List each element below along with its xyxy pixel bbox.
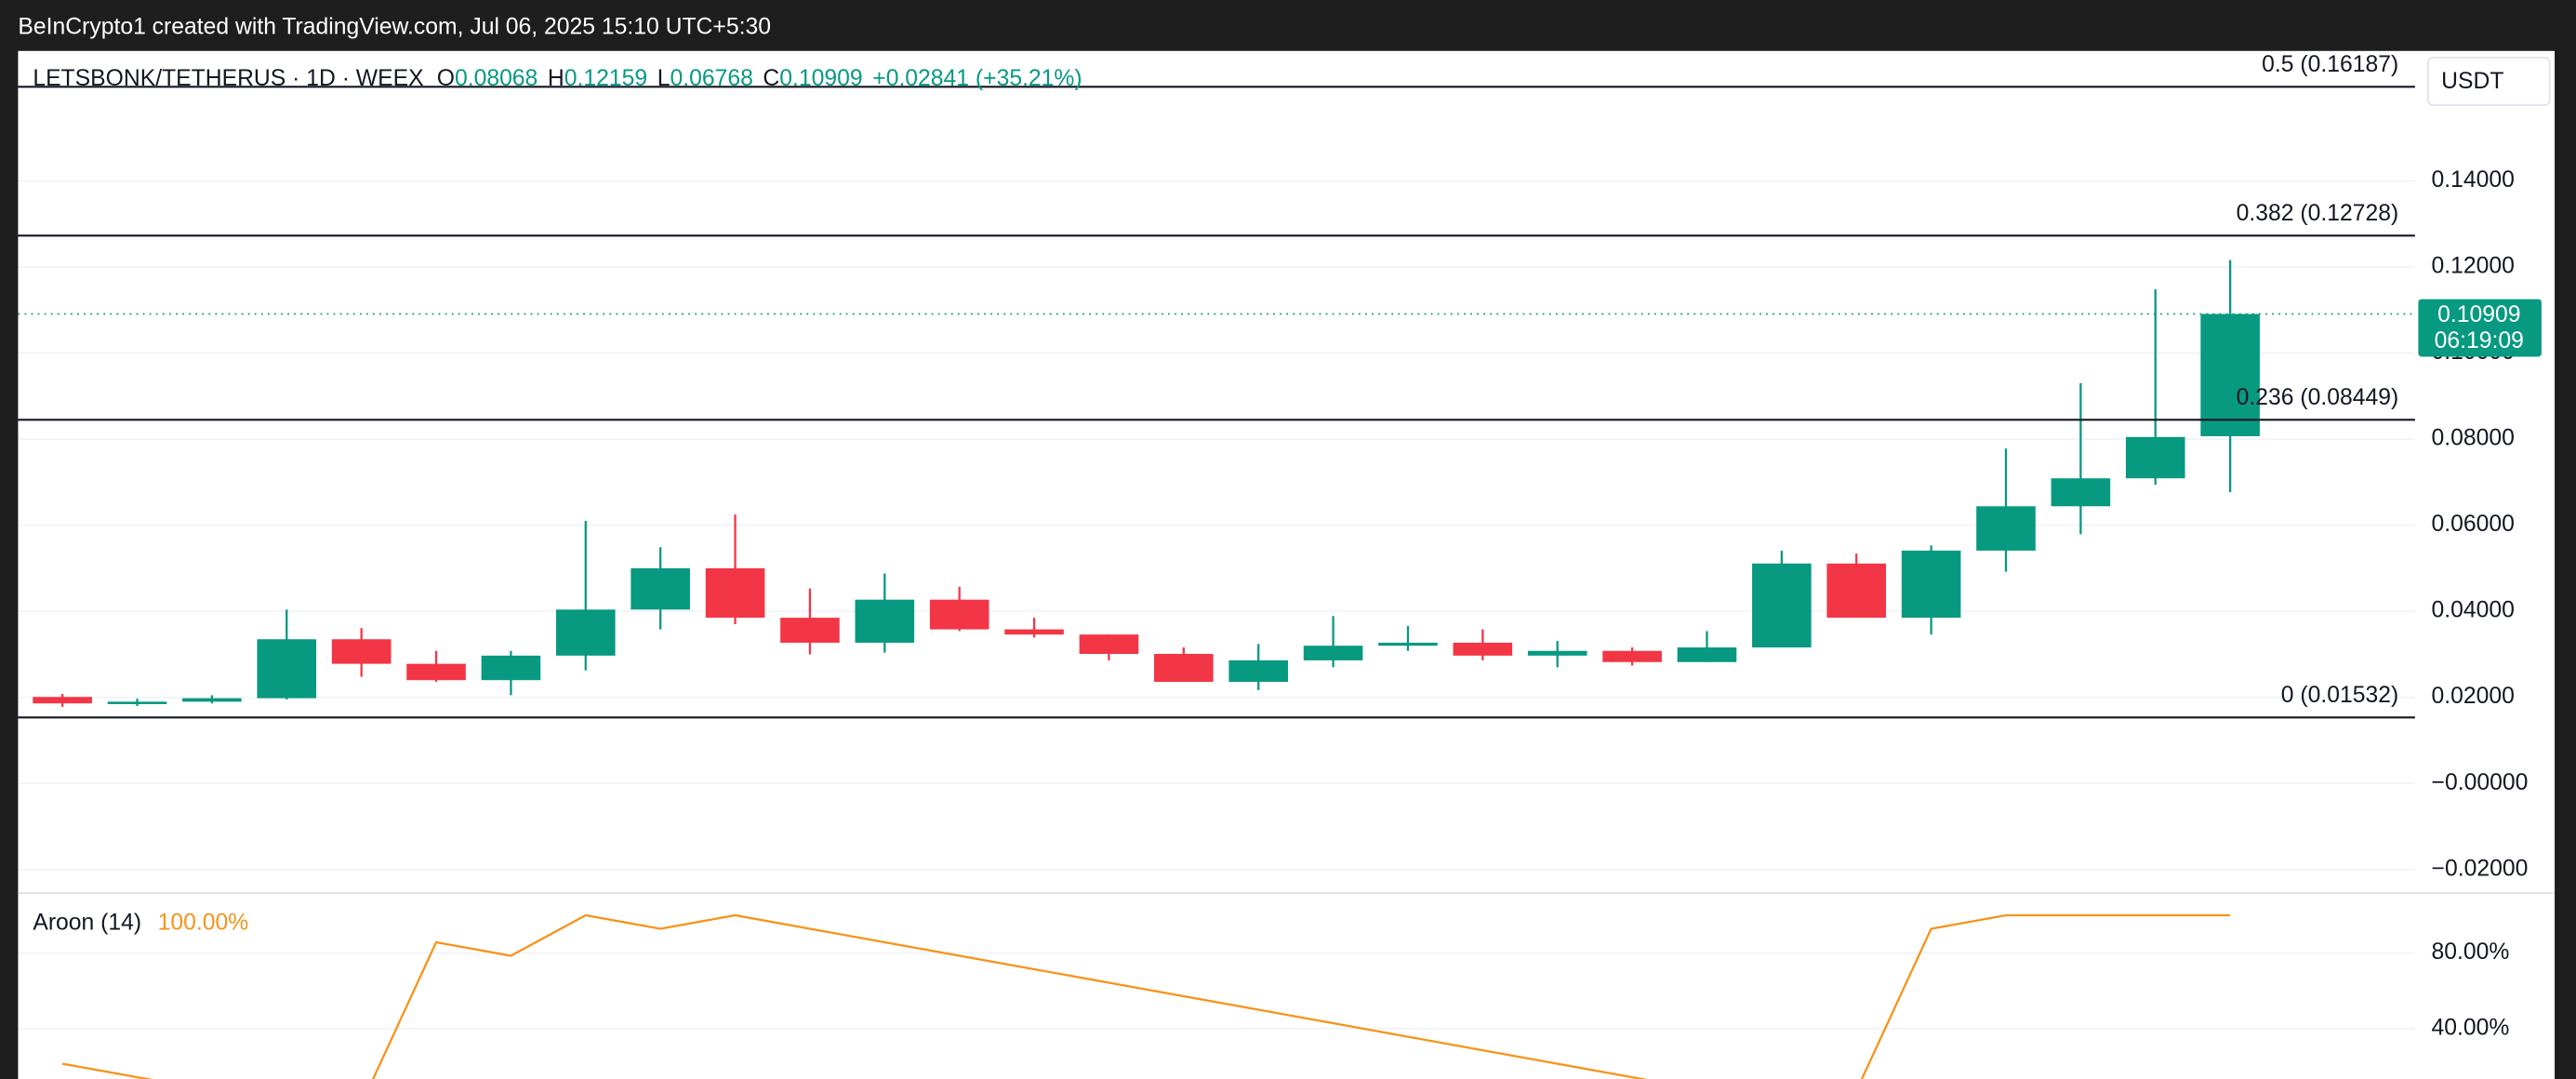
candle-body <box>481 655 541 681</box>
candle-body <box>1378 642 1438 646</box>
legend-key: O <box>437 65 455 90</box>
candle-body <box>182 698 242 702</box>
header: BeInCrypto1 created with TradingView.com… <box>18 15 771 40</box>
candle-body <box>2200 313 2260 436</box>
legend-change: +0.02841 (+35.21%) <box>872 65 1082 90</box>
price-pane <box>18 180 2415 871</box>
indicator-name: Aroon (14) <box>33 910 141 935</box>
legend: LETSBONK/TETHERUS · 1D · WEEX O0.08068 H0.… <box>33 65 1082 90</box>
overlay: 0.5 (0.16187) 0.382 (0.12728) 0.236 (0.084… <box>18 52 2551 935</box>
candle-body <box>1677 647 1737 662</box>
candle-body <box>406 663 466 681</box>
y-tick-label: 0.14000 <box>2432 167 2515 193</box>
y-tick-label: 0.04000 <box>2432 598 2515 623</box>
y-tick-label: 40.00% <box>2432 1015 2510 1040</box>
chart-area <box>18 50 2556 1079</box>
candle-body <box>705 567 765 619</box>
candle-body <box>929 599 989 630</box>
candle-body <box>33 697 92 704</box>
candle-body <box>1826 563 1887 619</box>
price-label-box <box>2418 299 2542 357</box>
candle-body <box>555 609 616 656</box>
candle-body <box>1453 642 1513 656</box>
y-tick-label: 0.06000 <box>2432 512 2515 537</box>
legend-key: H <box>548 65 564 90</box>
fib-label: 0.5 (0.16187) <box>2262 52 2398 77</box>
legend-symbol: LETSBONK/TETHERUS · 1D · WEEX <box>33 65 423 90</box>
legend-value: 0.06768 <box>670 65 752 90</box>
y-tick-label: 0.12000 <box>2432 254 2515 279</box>
fib-label: 0 (0.01532) <box>2281 683 2398 708</box>
currency-box <box>2427 56 2551 106</box>
candle-body <box>1228 659 1288 683</box>
aroon-pane <box>18 913 2415 1079</box>
y-tick-label: −0.00000 <box>2432 770 2529 795</box>
legend-value: 0.08068 <box>455 65 538 90</box>
candle-body <box>855 599 915 643</box>
candle-body <box>107 701 167 704</box>
fib-label: 0.236 (0.08449) <box>2237 385 2399 410</box>
price-label: 0.10909 <box>2437 302 2520 327</box>
candle-body <box>1901 550 1961 619</box>
candle-body <box>1752 563 1812 648</box>
countdown: 06:19:09 <box>2435 328 2524 353</box>
candle-body <box>631 567 690 610</box>
candle-body <box>331 639 392 664</box>
candle-body <box>1602 650 1662 662</box>
y-tick-label: 0.02000 <box>2432 684 2515 709</box>
candle-body <box>780 618 840 643</box>
candle-body <box>2051 478 2111 507</box>
indicator-value: 100.00% <box>158 910 249 935</box>
candle-body <box>1154 653 1214 683</box>
aroon-line <box>61 913 2231 1079</box>
candle-body <box>1303 646 1363 660</box>
candle-body <box>257 639 317 699</box>
legend-value: 0.10909 <box>779 65 862 90</box>
candle-body <box>2125 436 2185 479</box>
candle-body <box>1527 650 1587 656</box>
fib-label: 0.382 (0.12728) <box>2237 201 2399 226</box>
candle-body <box>1976 506 2036 551</box>
legend-key: C <box>763 65 779 90</box>
currency: USDT <box>2441 69 2503 94</box>
y-tick-label: 0.08000 <box>2432 426 2515 451</box>
candle-body <box>1079 634 1139 654</box>
legend-value: 0.12159 <box>564 65 647 90</box>
y-tick-label: 80.00% <box>2432 939 2510 965</box>
legend-key: L <box>657 65 671 90</box>
candle-body <box>1004 629 1064 635</box>
y-tick-label: −0.02000 <box>2432 856 2529 881</box>
